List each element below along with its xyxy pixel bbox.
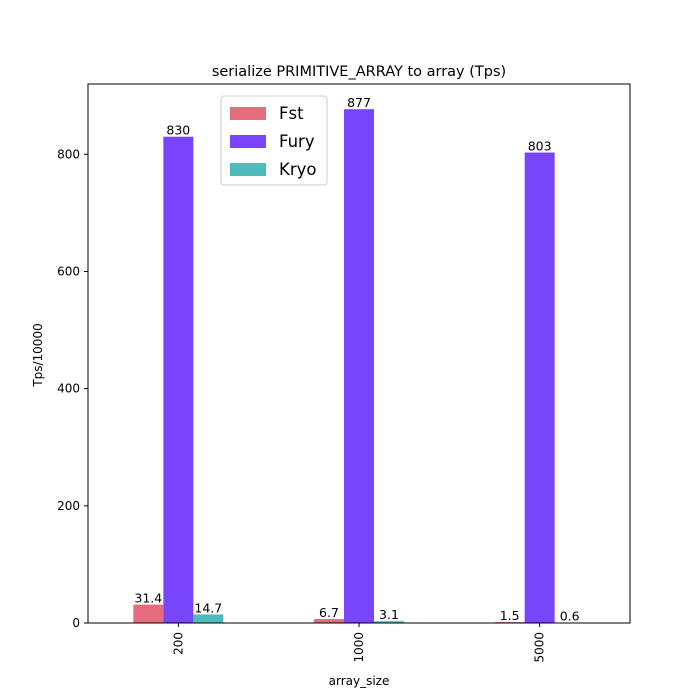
data-label-fury-5000: 803 [528, 139, 552, 154]
chart-title: serialize PRIMITIVE_ARRAY to array (Tps) [212, 64, 506, 80]
y-tick-label: 0 [72, 616, 80, 630]
data-label-kryo-1000: 3.1 [379, 607, 399, 622]
bar-fst-1000 [314, 619, 344, 623]
bar-kryo-1000 [374, 621, 404, 623]
legend-swatch-kryo [230, 163, 266, 176]
x-axis-label: array_size [329, 674, 390, 688]
y-axis: 0 200 400 600 800 [57, 147, 88, 630]
data-label-fury-1000: 877 [347, 95, 371, 110]
x-tick-label: 200 [171, 632, 185, 655]
data-label-kryo-200: 14.7 [194, 600, 222, 615]
x-tick-label: 5000 [533, 632, 547, 663]
bar-fst-200 [133, 604, 164, 623]
legend-label-fury: Fury [279, 132, 315, 151]
legend-label-kryo: Kryo [279, 160, 316, 179]
data-label-fst-200: 31.4 [134, 591, 162, 606]
legend-swatch-fury [230, 135, 266, 148]
x-axis: 200 1000 5000 [171, 623, 547, 663]
y-tick-label: 600 [57, 264, 80, 278]
plot-area: 31.4 6.7 1.5 830 877 803 14.7 3.1 0.6 [87, 83, 631, 624]
bar-fury-1000 [344, 109, 374, 624]
legend-label-fst: Fst [279, 104, 304, 123]
legend: Fst Fury Kryo [220, 95, 328, 186]
data-label-fury-200: 830 [166, 123, 190, 138]
legend-swatch-fst [230, 107, 266, 120]
y-axis-label: Tps/10000 [31, 323, 45, 387]
bar-fury-200 [163, 136, 194, 623]
y-tick-label: 800 [57, 147, 80, 161]
x-tick-label: 1000 [352, 632, 366, 663]
data-label-fst-5000: 1.5 [500, 608, 520, 623]
bar-kryo-200 [193, 614, 224, 623]
y-tick-label: 400 [57, 382, 80, 396]
data-label-fst-1000: 6.7 [319, 605, 339, 620]
y-tick-label: 200 [57, 499, 80, 513]
data-label-kryo-5000: 0.6 [560, 609, 580, 624]
bar-fury-5000 [524, 152, 555, 623]
